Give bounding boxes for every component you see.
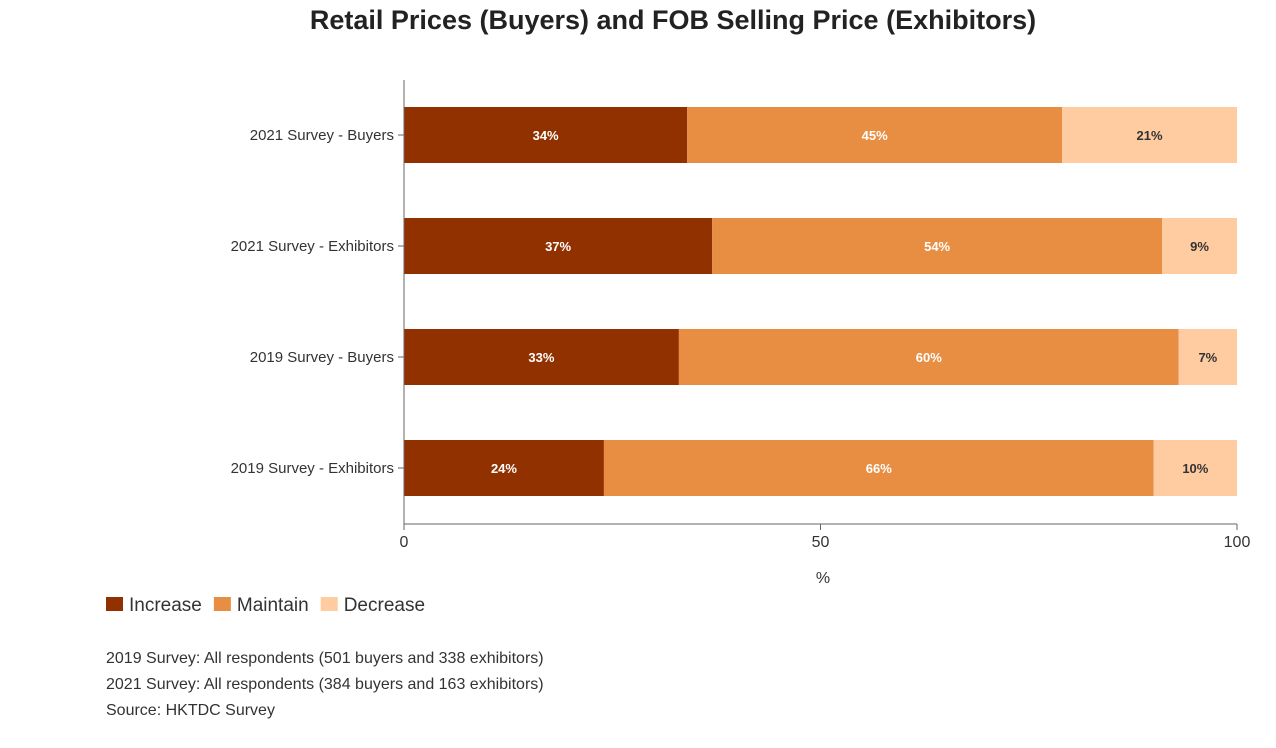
x-tick-label: 100 <box>1224 534 1251 551</box>
data-label: 45% <box>862 128 888 143</box>
bars-group: 2021 Survey - Buyers 34% 45% 21% 2021 Survey… <box>231 107 1237 496</box>
x-tick-label: 50 <box>812 534 830 551</box>
bar-increase <box>404 107 688 163</box>
legend: Increase Maintain Decrease <box>106 595 425 616</box>
note-2019: 2019 Survey: All respondents (501 buyers… <box>106 650 544 667</box>
data-label: 9% <box>1190 239 1209 254</box>
legend-label: Maintain <box>237 595 309 616</box>
bar-maintain <box>712 218 1163 274</box>
data-label: 33% <box>528 350 554 365</box>
data-label: 24% <box>491 461 517 476</box>
bar-increase <box>404 440 604 496</box>
legend-label: Increase <box>129 595 202 616</box>
data-label: 54% <box>924 239 950 254</box>
bar-maintain <box>603 440 1154 496</box>
x-axis-ticks: 0 50 100 <box>400 524 1251 551</box>
category-label: 2019 Survey - Exhibitors <box>231 460 394 477</box>
legend-swatch-decrease <box>320 597 338 611</box>
data-label: 7% <box>1198 350 1217 365</box>
category-label: 2019 Survey - Buyers <box>250 349 394 366</box>
data-label: 34% <box>533 128 559 143</box>
legend-swatch-increase <box>106 597 123 611</box>
data-label: 37% <box>545 239 571 254</box>
bar-maintain <box>678 329 1179 385</box>
bar-maintain <box>687 107 1063 163</box>
note-2021: 2021 Survey: All respondents (384 buyers… <box>106 676 544 693</box>
legend-swatch-maintain <box>213 597 231 611</box>
bar-decrease <box>1178 329 1237 385</box>
x-tick-label: 0 <box>400 534 409 551</box>
data-label: 10% <box>1182 461 1208 476</box>
category-label: 2021 Survey - Exhibitors <box>231 238 394 255</box>
bar-decrease <box>1062 107 1237 163</box>
x-axis-label: % <box>816 570 830 587</box>
chart-title: Retail Prices (Buyers) and FOB Selling P… <box>310 5 1036 35</box>
data-label: 21% <box>1137 128 1163 143</box>
data-label: 66% <box>866 461 892 476</box>
data-label: 60% <box>916 350 942 365</box>
bar-increase <box>404 218 713 274</box>
note-source: Source: HKTDC Survey <box>106 702 275 719</box>
bar-increase <box>404 329 679 385</box>
bar-decrease <box>1162 218 1237 274</box>
bar-decrease <box>1153 440 1237 496</box>
legend-label: Decrease <box>344 595 425 616</box>
category-label: 2021 Survey - Buyers <box>250 127 394 144</box>
